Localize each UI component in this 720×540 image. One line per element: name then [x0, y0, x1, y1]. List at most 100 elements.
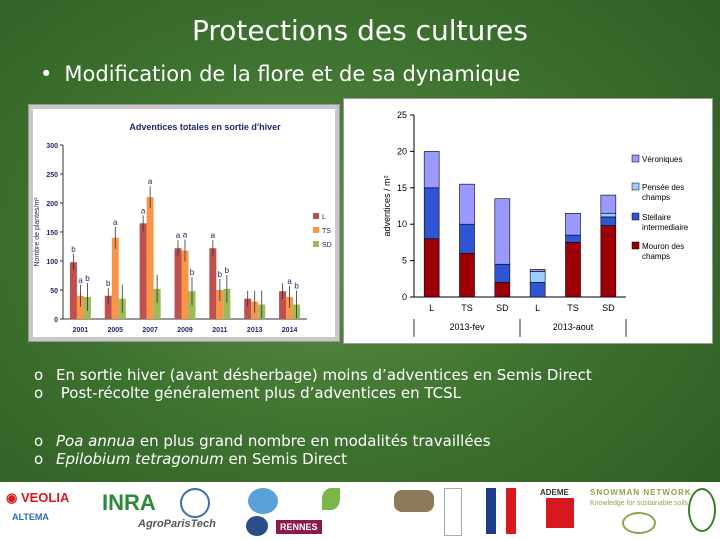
legend-label: L	[322, 214, 326, 221]
partner-logo-bar: ◉ VEOLIA ALTEMA INRA AgroParisTech RENNE…	[0, 482, 720, 540]
veolia-logo: ◉ VEOLIA	[6, 490, 70, 505]
y-tick-label: 100	[46, 259, 58, 266]
note-text: en Semis Direct	[223, 450, 348, 468]
note-marker: o	[34, 384, 44, 402]
inra-logo: INRA	[102, 490, 156, 515]
species-name: Poa annua	[56, 432, 136, 450]
legend-label: Véroniques	[642, 155, 682, 164]
y-tick-label: 250	[46, 172, 58, 179]
weed-species-chart: 0 5 10 15 20 25 adventices / m² L TS SD L TS SD 2013-…	[343, 98, 713, 344]
y-tick-label: 200	[46, 201, 58, 208]
bar	[111, 237, 119, 319]
agroparistech-logo: AgroParisTech	[138, 518, 216, 530]
legend-swatch	[313, 227, 319, 233]
stacked-segment	[565, 234, 581, 243]
tall-logo-icon	[444, 488, 462, 536]
bar	[174, 248, 182, 319]
stacked-segment	[565, 212, 581, 236]
leaf-logo-icon	[322, 488, 340, 510]
bar	[181, 250, 189, 319]
x-tick-label: 2001	[73, 327, 89, 334]
significance-letter: b	[218, 270, 223, 279]
bar	[153, 288, 161, 319]
x-tick-label: 2014	[282, 327, 298, 334]
species-name: Epilobium tetragonum	[56, 450, 224, 468]
stacked-segment	[459, 253, 475, 298]
significance-letter: b	[106, 279, 111, 288]
stacked-segment	[459, 223, 475, 254]
y-tick-label: 300	[46, 143, 58, 150]
stacked-segment	[423, 151, 440, 189]
legend-swatch	[631, 154, 640, 163]
y-tick-label: 20	[397, 146, 407, 156]
cifre-icon	[246, 516, 268, 536]
bar	[76, 295, 84, 319]
snowman-tagline: Knowledge for sustainable soils	[590, 500, 689, 507]
x-tick-label: TS	[461, 303, 473, 313]
bar	[244, 298, 252, 319]
bar	[223, 288, 231, 319]
partner-logo-icon	[394, 490, 434, 512]
y-tick-label: 0	[54, 317, 58, 324]
note-line: o Poa annua en plus grand nombre en modal…	[34, 432, 491, 450]
group-label: 2013-aout	[553, 322, 594, 332]
x-tick-label: L	[429, 303, 434, 313]
slide-bullet: • Modification de la flore et de sa dynam…	[40, 62, 520, 86]
stacked-segment	[423, 187, 440, 240]
stacked-segment	[529, 271, 546, 283]
significance-letter: a	[176, 231, 181, 240]
republique-logo-icon	[486, 488, 516, 534]
bar	[279, 291, 287, 319]
stacked-segment	[494, 263, 511, 283]
bullet-dot: •	[40, 62, 53, 86]
note-marker: o	[34, 366, 44, 384]
note-line: o Epilobium tetragonum en Semis Direct	[34, 450, 491, 468]
note-line: o Post-récolte généralement plus d’adven…	[34, 384, 592, 402]
stacked-segment	[600, 216, 617, 226]
bar	[104, 295, 112, 319]
crop-logo-icon	[688, 488, 716, 532]
significance-letter: b	[294, 282, 299, 291]
y-tick-label: 15	[397, 183, 407, 193]
stacked-segment	[600, 212, 617, 218]
legend-swatch	[313, 213, 319, 219]
stacked-segment	[423, 238, 440, 298]
winter-weeds-chart: Adventices totales en sortie d'hiver 0 50 1…	[28, 104, 340, 342]
legend-swatch	[631, 212, 640, 221]
legend-swatch	[631, 182, 640, 191]
x-tick-label: 2011	[212, 327, 227, 334]
y-tick-label: 50	[50, 288, 58, 295]
round-seal-icon	[180, 488, 210, 518]
weed-species-chart-svg: 0 5 10 15 20 25 adventices / m² L TS SD L TS SD 2013-…	[382, 110, 689, 337]
snowman-network-logo: SNOWMAN NETWORK	[590, 488, 692, 497]
note-marker: o	[34, 432, 44, 450]
group-label: 2013-fev	[449, 322, 485, 332]
bar	[139, 223, 147, 319]
winter-weeds-chart-svg: Adventices totales en sortie d'hiver 0 50 1…	[33, 109, 335, 337]
significance-letter: b	[85, 274, 90, 283]
x-tick-label: L	[535, 303, 540, 313]
stacked-segment	[600, 194, 617, 214]
altema-logo: ALTEMA	[12, 512, 49, 522]
legend-label: SD	[322, 242, 332, 249]
bar	[216, 290, 224, 319]
bar	[286, 296, 294, 319]
chart-title: Adventices totales en sortie d'hiver	[129, 122, 281, 132]
x-tick-label: SD	[496, 303, 509, 313]
ovale-logo-icon	[622, 512, 656, 534]
stacked-segment	[494, 282, 511, 298]
y-axis-label: Nombre de plantes/m²	[34, 197, 41, 267]
x-tick-label: 2009	[177, 327, 193, 334]
y-tick-label: 10	[397, 219, 407, 229]
legend-label: Stellaire intermediaire	[642, 213, 689, 232]
legend-swatch	[313, 241, 319, 247]
significance-letter: a	[113, 218, 118, 227]
x-tick-label: 2005	[107, 327, 123, 334]
significance-letter: a	[211, 231, 216, 240]
bar	[146, 197, 154, 319]
stacked-segment	[494, 198, 511, 265]
note-marker: o	[34, 450, 44, 468]
x-tick-label: TS	[567, 303, 579, 313]
significance-letter: b	[190, 268, 195, 277]
y-tick-label: 5	[402, 256, 407, 266]
